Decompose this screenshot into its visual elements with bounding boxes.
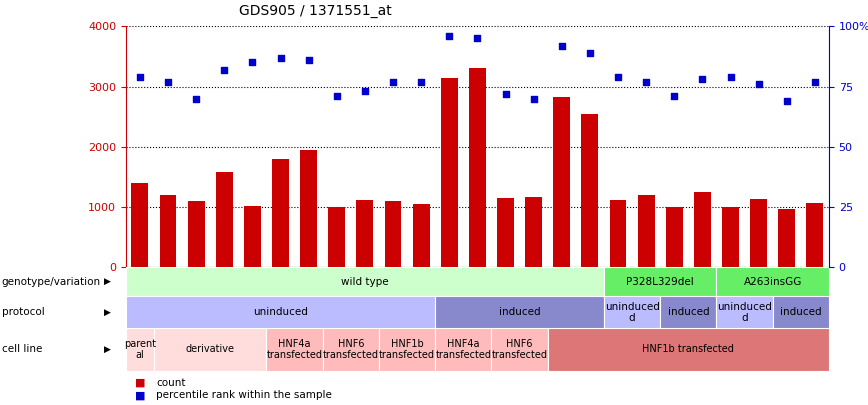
Bar bbox=[779, 209, 795, 267]
Point bbox=[133, 74, 147, 80]
Bar bbox=[379, 328, 435, 371]
Text: genotype/variation: genotype/variation bbox=[2, 277, 101, 287]
Bar bbox=[604, 296, 661, 328]
Text: uninduced
d: uninduced d bbox=[605, 302, 660, 323]
Bar bbox=[412, 204, 430, 267]
Bar bbox=[126, 267, 604, 296]
Bar bbox=[750, 199, 767, 267]
Bar bbox=[187, 201, 205, 267]
Bar bbox=[491, 328, 548, 371]
Bar bbox=[582, 114, 598, 267]
Text: HNF6
transfected: HNF6 transfected bbox=[323, 339, 378, 360]
Point bbox=[808, 79, 822, 85]
Bar bbox=[548, 328, 829, 371]
Text: count: count bbox=[156, 377, 186, 388]
Point bbox=[443, 33, 457, 39]
Bar bbox=[160, 195, 176, 267]
Bar bbox=[661, 296, 716, 328]
Bar bbox=[604, 267, 716, 296]
Bar bbox=[266, 328, 323, 371]
Text: uninduced
d: uninduced d bbox=[717, 302, 772, 323]
Point bbox=[358, 88, 372, 95]
Bar bbox=[469, 68, 486, 267]
Text: induced: induced bbox=[499, 307, 541, 317]
Text: GDS905 / 1371551_at: GDS905 / 1371551_at bbox=[239, 4, 391, 18]
Bar bbox=[272, 159, 289, 267]
Point bbox=[527, 96, 541, 102]
Text: P328L329del: P328L329del bbox=[627, 277, 694, 287]
Text: ▶: ▶ bbox=[104, 308, 111, 317]
Bar bbox=[216, 172, 233, 267]
Text: parent
al: parent al bbox=[124, 339, 156, 360]
Bar bbox=[126, 328, 154, 371]
Bar bbox=[435, 296, 604, 328]
Text: ▶: ▶ bbox=[104, 345, 111, 354]
Text: HNF1b transfected: HNF1b transfected bbox=[642, 344, 734, 354]
Point bbox=[470, 35, 484, 42]
Point bbox=[498, 91, 512, 97]
Bar bbox=[154, 328, 266, 371]
Point bbox=[302, 57, 316, 63]
Text: HNF6
transfected: HNF6 transfected bbox=[491, 339, 548, 360]
Bar bbox=[694, 192, 711, 267]
Point bbox=[414, 79, 428, 85]
Bar bbox=[716, 267, 829, 296]
Point bbox=[752, 81, 766, 87]
Bar bbox=[385, 201, 402, 267]
Text: A263insGG: A263insGG bbox=[744, 277, 802, 287]
Bar bbox=[328, 207, 345, 267]
Point bbox=[724, 74, 738, 80]
Bar bbox=[553, 97, 570, 267]
Bar bbox=[126, 296, 435, 328]
Bar bbox=[323, 328, 379, 371]
Bar bbox=[300, 150, 317, 267]
Bar bbox=[773, 296, 829, 328]
Bar bbox=[609, 200, 627, 267]
Point bbox=[695, 76, 709, 83]
Text: protocol: protocol bbox=[2, 307, 44, 317]
Text: derivative: derivative bbox=[186, 344, 234, 354]
Text: induced: induced bbox=[667, 307, 709, 317]
Bar bbox=[666, 207, 683, 267]
Text: induced: induced bbox=[780, 307, 822, 317]
Point bbox=[246, 59, 260, 66]
Point bbox=[667, 93, 681, 100]
Bar bbox=[435, 328, 491, 371]
Point bbox=[583, 49, 597, 56]
Text: HNF1b
transfected: HNF1b transfected bbox=[379, 339, 435, 360]
Text: ■: ■ bbox=[135, 377, 145, 388]
Text: cell line: cell line bbox=[2, 344, 43, 354]
Point bbox=[273, 54, 287, 61]
Text: wild type: wild type bbox=[341, 277, 389, 287]
Text: uninduced: uninduced bbox=[253, 307, 308, 317]
Point bbox=[555, 43, 569, 49]
Bar bbox=[525, 197, 542, 267]
Point bbox=[639, 79, 653, 85]
Bar bbox=[638, 195, 654, 267]
Point bbox=[779, 98, 793, 104]
Bar bbox=[131, 183, 148, 267]
Point bbox=[386, 79, 400, 85]
Bar bbox=[244, 207, 261, 267]
Point bbox=[611, 74, 625, 80]
Bar bbox=[357, 200, 373, 267]
Text: ▶: ▶ bbox=[104, 277, 111, 286]
Bar bbox=[497, 198, 514, 267]
Point bbox=[217, 66, 231, 73]
Bar bbox=[806, 203, 824, 267]
Point bbox=[189, 96, 203, 102]
Text: ■: ■ bbox=[135, 390, 145, 400]
Text: HNF4a
transfected: HNF4a transfected bbox=[266, 339, 323, 360]
Bar bbox=[716, 296, 773, 328]
Point bbox=[330, 93, 344, 100]
Text: percentile rank within the sample: percentile rank within the sample bbox=[156, 390, 332, 400]
Bar bbox=[441, 77, 457, 267]
Point bbox=[161, 79, 175, 85]
Text: HNF4a
transfected: HNF4a transfected bbox=[436, 339, 491, 360]
Bar bbox=[722, 207, 739, 267]
